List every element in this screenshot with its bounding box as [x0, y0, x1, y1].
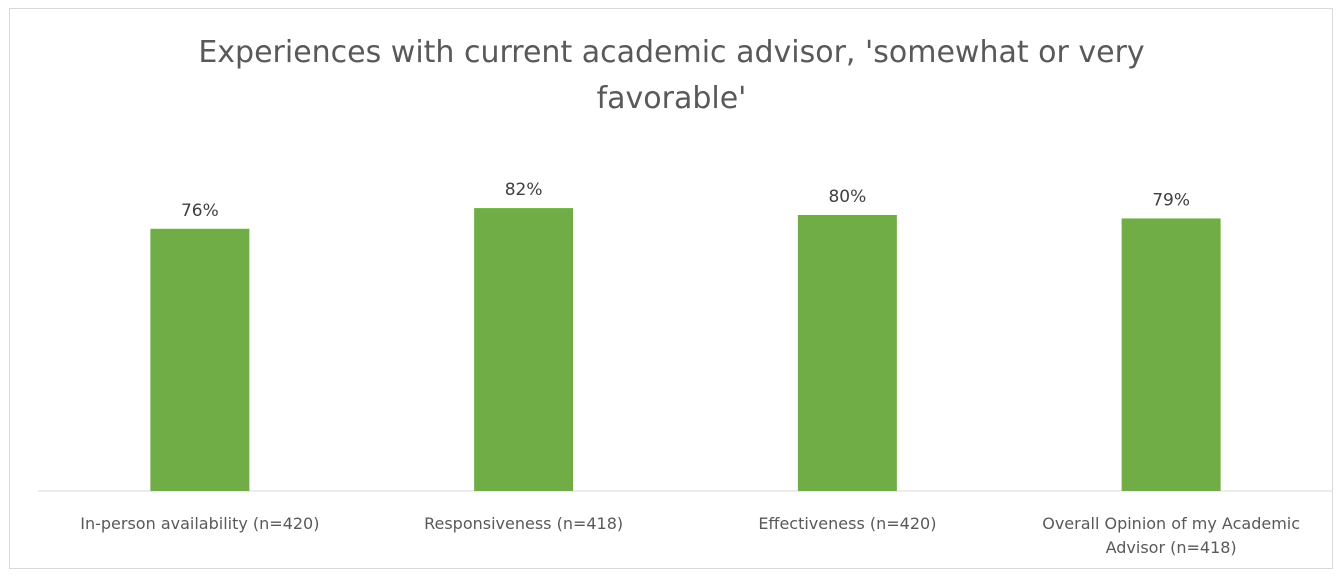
chart-title: Experiences with current academic adviso… — [0, 30, 1343, 122]
data-label: 82% — [505, 180, 543, 200]
x-tick-label: In-person availability (n=420) — [80, 514, 320, 533]
data-label: 76% — [181, 201, 219, 221]
data-label: 79% — [1152, 190, 1190, 210]
x-tick-label: Effectiveness (n=420) — [758, 514, 937, 533]
bar — [150, 228, 250, 492]
data-label: 80% — [828, 187, 866, 207]
bar — [1121, 218, 1221, 491]
chart-title-text: Experiences with current academic adviso… — [198, 35, 1145, 116]
bar — [797, 215, 897, 491]
x-tick-label: Overall Opinion of my Academic Advisor (… — [1042, 514, 1301, 557]
x-tick-label: Responsiveness (n=418) — [424, 514, 624, 533]
bar — [474, 208, 574, 491]
